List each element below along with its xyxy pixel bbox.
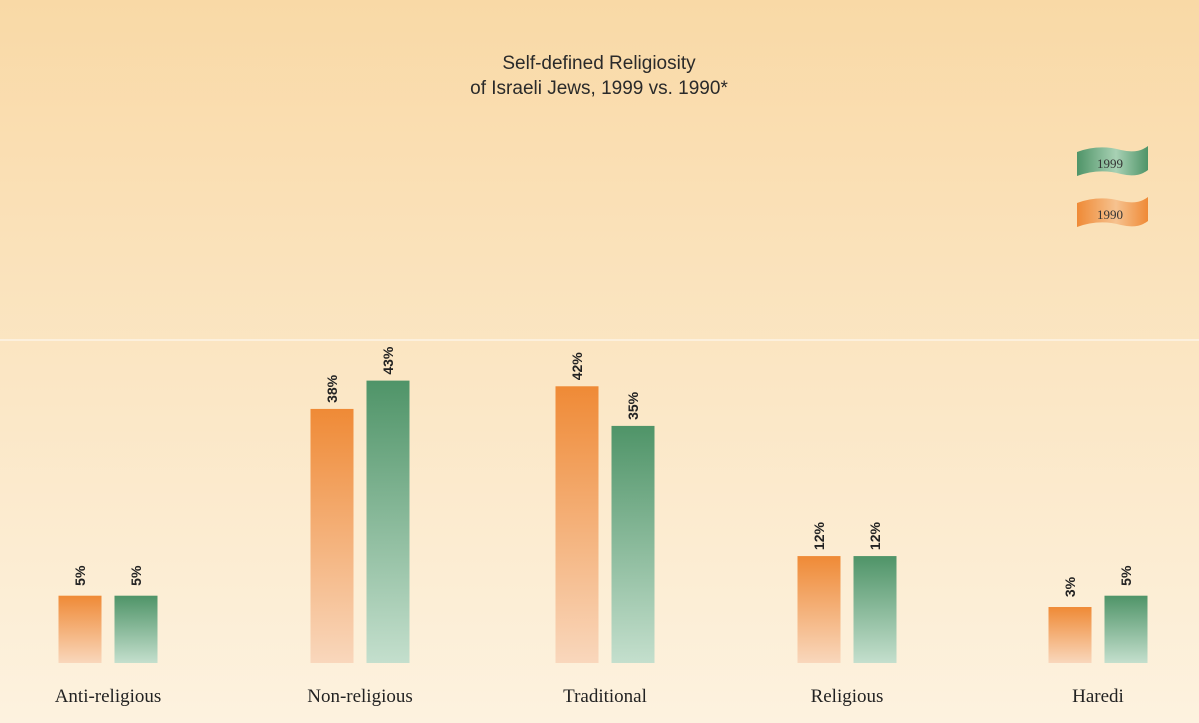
data-label-religious-1999: 12% — [867, 522, 883, 551]
chart-title-line-1: Self-defined Religiosity — [502, 53, 696, 74]
data-label-religious-1990: 12% — [811, 522, 827, 551]
bar-anti-religious-1999 — [114, 595, 158, 663]
legend-label-1999: 1999 — [1097, 156, 1123, 171]
legend-swatch-1999 — [1077, 146, 1148, 176]
category-label-traditional: Traditional — [563, 686, 647, 707]
data-label-traditional-1990: 42% — [569, 352, 585, 381]
data-label-non-religious-1999: 43% — [380, 346, 396, 375]
legend-item-1990: 1990 — [1077, 197, 1148, 227]
legend: 1999 1990 — [1077, 146, 1148, 227]
bar-religious-1990 — [797, 556, 841, 663]
chart-title-line-2: of Israeli Jews, 1999 vs. 1990* — [470, 78, 728, 99]
bar-non-religious-1990 — [310, 408, 354, 663]
bar-religious-1999 — [853, 556, 897, 663]
data-labels: 5% 5% 38% 43% 42% 35% 12% 12% 3% 5% — [72, 346, 1134, 597]
legend-swatch-1990 — [1077, 197, 1148, 227]
bar-anti-religious-1990 — [58, 595, 102, 663]
data-label-anti-religious-1990: 5% — [72, 565, 88, 586]
data-label-anti-religious-1999: 5% — [128, 565, 144, 586]
category-label-haredi: Haredi — [1072, 686, 1124, 707]
data-label-haredi-1990: 3% — [1062, 576, 1078, 597]
bar-traditional-1999 — [611, 425, 655, 663]
bar-traditional-1990 — [555, 386, 599, 663]
data-label-traditional-1999: 35% — [625, 391, 641, 420]
category-label-non-religious: Non-religious — [307, 686, 413, 707]
category-label-religious: Religious — [811, 686, 884, 707]
data-label-non-religious-1990: 38% — [324, 374, 340, 403]
bars — [58, 380, 1148, 663]
legend-label-1990: 1990 — [1097, 207, 1123, 222]
bar-haredi-1999 — [1104, 595, 1148, 663]
legend-item-1999: 1999 — [1077, 146, 1148, 176]
bar-non-religious-1999 — [366, 380, 410, 663]
category-label-anti-religious: Anti-religious — [55, 686, 162, 707]
category-labels: Anti-religious Non-religious Traditional Re… — [55, 686, 1124, 707]
bar-haredi-1990 — [1048, 607, 1092, 663]
data-label-haredi-1999: 5% — [1118, 565, 1134, 586]
